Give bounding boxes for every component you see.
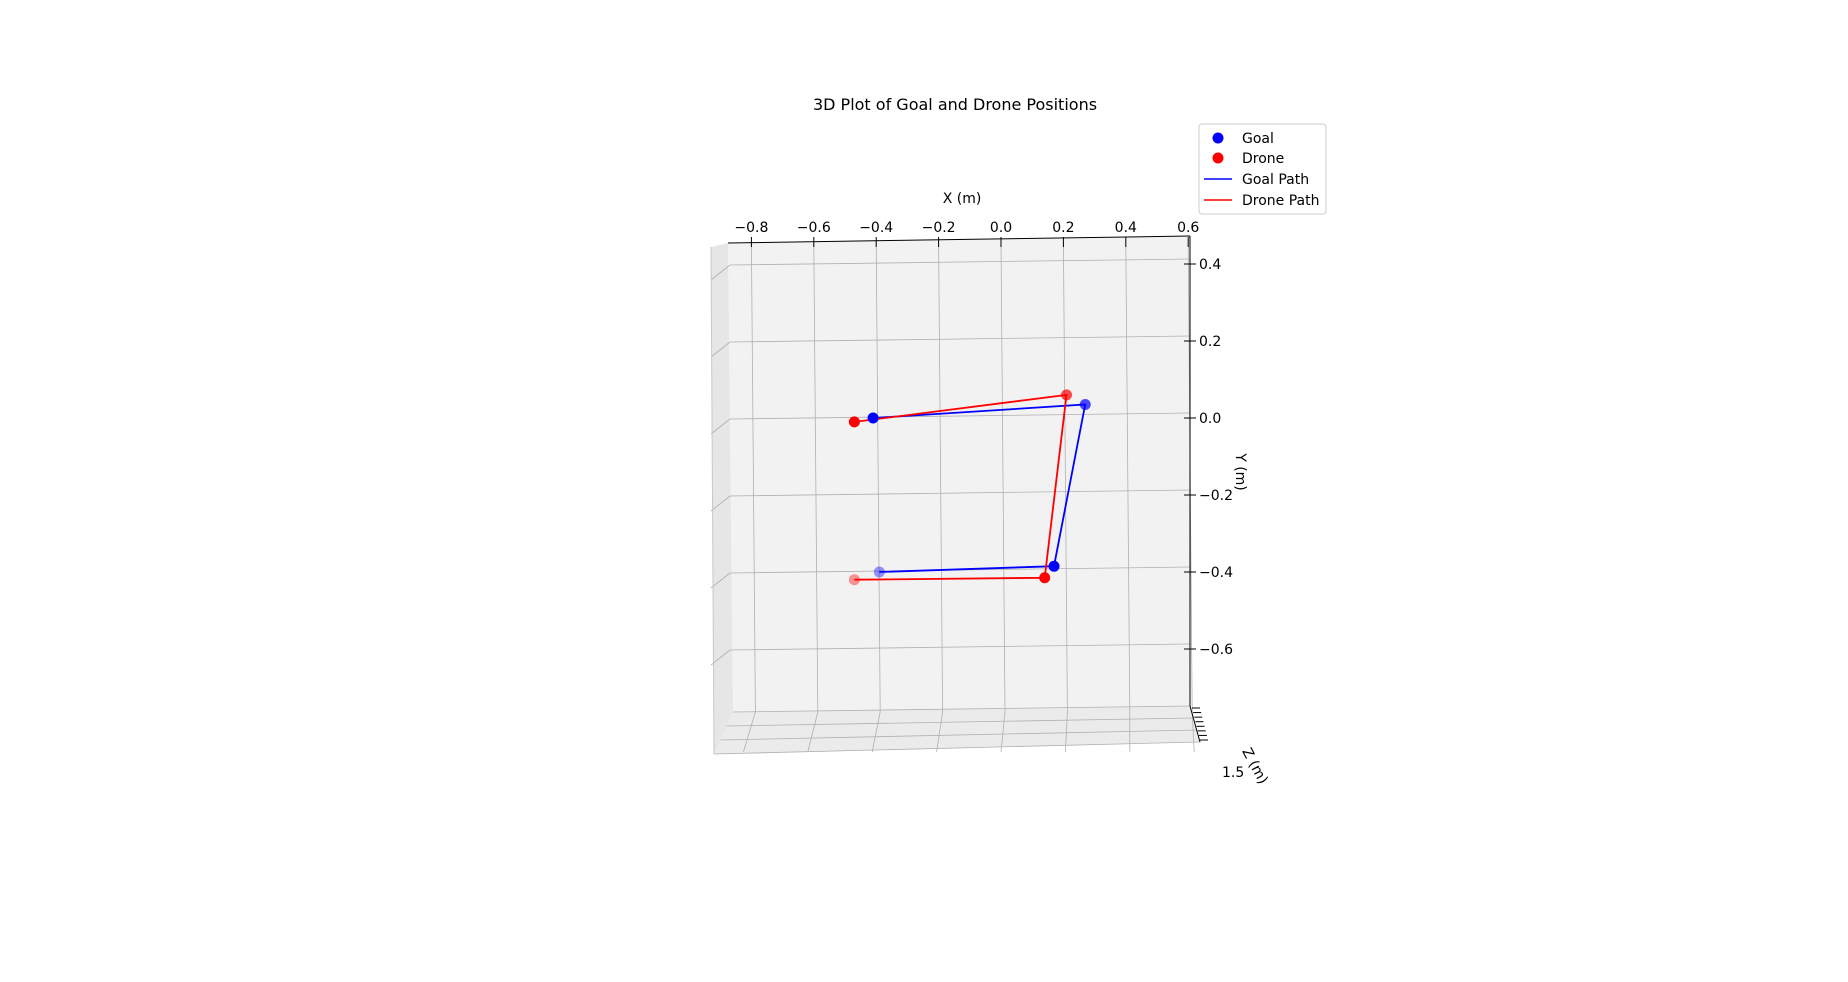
y-tick-label: 0.4 <box>1199 257 1221 273</box>
point-drone <box>848 416 860 428</box>
series-path-drone <box>854 393 1068 581</box>
x-tick-label: 0.2 <box>1052 220 1074 236</box>
legend-goal-marker <box>1212 132 1224 144</box>
x-grid-line <box>813 242 819 713</box>
series-points <box>848 389 1091 586</box>
floor-depth-line <box>726 717 1194 727</box>
x-tick-label: −0.6 <box>797 220 831 236</box>
x-axis-line <box>727 235 1191 244</box>
y-grid-line <box>729 412 1191 420</box>
floor-grid-line <box>807 711 819 753</box>
legend-drone-marker <box>1212 152 1224 164</box>
legend: Goal Drone Goal Path Drone Path <box>1198 123 1327 215</box>
z-axis-line <box>1189 705 1201 743</box>
point-goal <box>867 412 879 424</box>
side-grid-line <box>710 572 731 589</box>
legend-drone-label: Drone <box>1242 151 1284 167</box>
x-grid-line <box>751 242 756 713</box>
z-tick-label: 1.5 <box>1222 765 1244 781</box>
x-tick-label: −0.4 <box>859 220 893 236</box>
floor-grid-line <box>871 711 881 753</box>
x-tick-label: −0.8 <box>734 220 768 236</box>
y-grid-line <box>729 335 1191 343</box>
side-grid-line <box>710 495 731 512</box>
x-grid-line <box>938 242 943 713</box>
y-grid-line <box>729 489 1191 497</box>
y-tick-label: −0.6 <box>1199 642 1233 658</box>
floor-grid-line <box>1000 711 1006 753</box>
point-goal <box>1048 560 1060 572</box>
x-tick-labels: −0.8 −0.6 −0.4 −0.2 0.0 0.2 0.4 0.6 <box>734 220 1199 247</box>
side-grid-line <box>710 341 731 358</box>
floor-grid-line <box>743 711 756 753</box>
series-path-goal <box>873 403 1087 573</box>
x-tick-label: 0.6 <box>1177 220 1199 236</box>
x-grid-line <box>1000 242 1006 713</box>
y-axis-label: Y (m) <box>1232 452 1248 491</box>
z-tick-labels: 1.5 <box>1192 707 1244 781</box>
x-grid-line <box>1063 242 1068 713</box>
back-pane <box>728 236 1190 712</box>
x-axis-label: X (m) <box>943 191 982 207</box>
point-drone <box>1061 389 1073 401</box>
legend-goal-label: Goal <box>1242 131 1274 147</box>
floor-depth-line <box>720 729 1197 741</box>
side-grid-line <box>710 418 731 435</box>
legend-goal-path-label: Goal Path <box>1242 172 1309 188</box>
y-tick-label: 0.2 <box>1199 334 1221 350</box>
x-tick-label: −0.2 <box>922 220 956 236</box>
x-tick-label: 0.0 <box>990 220 1012 236</box>
point-drone <box>1039 572 1051 584</box>
floor-depth-line <box>732 705 1191 713</box>
y-tick-label: −0.2 <box>1199 488 1233 504</box>
floor-grid-line <box>1191 711 1195 753</box>
floor-pane <box>714 706 1200 754</box>
left-pane <box>711 243 733 754</box>
y-tick-label: −0.4 <box>1199 565 1233 581</box>
chart-title: 3D Plot of Goal and Drone Positions <box>813 95 1097 114</box>
y-grid-line <box>729 643 1191 651</box>
x-tick-label: 0.4 <box>1115 220 1137 236</box>
series-paths <box>854 393 1087 581</box>
y-tick-label: 0.0 <box>1199 411 1221 427</box>
point-goal <box>873 566 885 578</box>
point-goal <box>1079 399 1091 411</box>
floor-depth-line <box>713 741 1201 755</box>
floor-grid-line <box>936 711 943 753</box>
side-grid-line <box>710 649 731 666</box>
side-grid-line <box>710 264 731 281</box>
x-grid-line <box>875 242 881 713</box>
x-grid-line <box>1125 242 1131 713</box>
y-tick-labels: 0.4 0.2 0.0 −0.2 −0.4 −0.6 <box>1184 257 1233 658</box>
legend-frame <box>1198 123 1327 215</box>
axes <box>710 235 1201 755</box>
left-edge-line <box>710 246 715 755</box>
point-drone <box>848 574 860 586</box>
y-grid-line <box>729 258 1191 266</box>
legend-drone-path-label: Drone Path <box>1242 193 1320 209</box>
